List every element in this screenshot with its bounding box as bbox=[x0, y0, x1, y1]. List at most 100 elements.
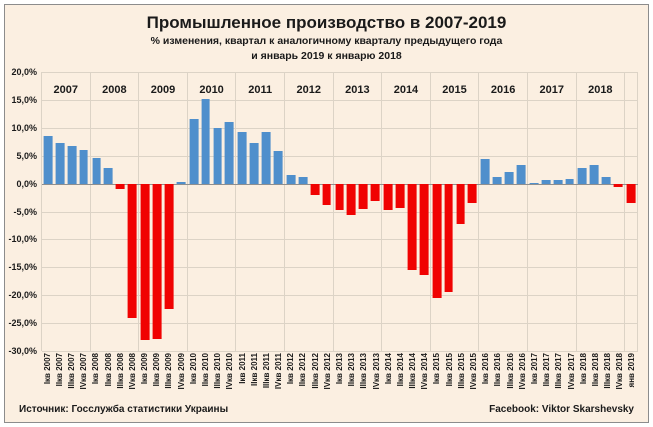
bar-slot bbox=[91, 72, 103, 351]
bar bbox=[43, 136, 53, 184]
year-label: 2015 bbox=[442, 84, 467, 96]
x-label-slot: IIкв 2007 bbox=[53, 353, 65, 401]
x-label-slot: IIIкв 2011 bbox=[260, 353, 272, 401]
x-label-slot: IIIкв 2017 bbox=[553, 353, 565, 401]
x-label-slot: IIкв 2012 bbox=[297, 353, 309, 401]
bar-slot bbox=[515, 72, 527, 351]
x-label-group: Iкв 2012 IIкв 2012 IIIкв 2012 IVкв 2012 bbox=[285, 353, 334, 401]
y-tick-label: 0,0% bbox=[16, 178, 37, 189]
bar bbox=[578, 168, 587, 184]
x-label-slot: Iкв 2012 bbox=[285, 353, 297, 401]
bar-slot bbox=[114, 72, 126, 351]
y-tick-label: 10,0% bbox=[11, 122, 37, 133]
chart-subtitle-line1: % изменения, квартал к аналогичному квар… bbox=[150, 35, 503, 47]
x-tick-label: Iкв 2015 bbox=[432, 353, 442, 385]
gridline bbox=[42, 267, 638, 269]
bar-slot bbox=[224, 72, 236, 351]
bar-slot bbox=[357, 72, 369, 351]
bar bbox=[92, 157, 101, 184]
x-tick-label: IIIкв 2009 bbox=[164, 353, 174, 389]
bar-slot bbox=[42, 72, 54, 351]
year-label: 2011 bbox=[248, 84, 273, 96]
x-label-slot: IVкв 2010 bbox=[224, 353, 236, 401]
x-tick-label: IIкв 2010 bbox=[200, 353, 210, 387]
bar-slot bbox=[466, 72, 478, 351]
x-label-slot: IIIкв 2016 bbox=[504, 353, 516, 401]
x-label-slot: Iкв 2008 bbox=[90, 353, 102, 401]
x-label-group: Iкв 2011 IIкв 2011 IIIкв 2011 IVкв 2011 bbox=[236, 353, 285, 401]
year-label: 2010 bbox=[199, 84, 224, 96]
x-tick-label: IVкв 2007 bbox=[79, 353, 89, 390]
x-label-group: Iкв 2018 IIкв 2018 IIIкв 2018 IVкв 2018 bbox=[577, 353, 626, 401]
x-tick-label: IIIкв 2015 bbox=[456, 353, 466, 389]
gridline bbox=[42, 127, 638, 129]
bar-slot bbox=[236, 72, 248, 351]
x-tick-label: IIкв 2007 bbox=[54, 353, 64, 387]
bar-slot bbox=[369, 72, 381, 351]
x-label-group: Iкв 2014 IIкв 2014 IIIкв 2014 IVкв 2014 bbox=[382, 353, 431, 401]
x-label-group: Iкв 2009 IIкв 2009 IIIкв 2009 IVкв 2009 bbox=[138, 353, 187, 401]
bar-slot bbox=[334, 72, 346, 351]
year-label: 2007 bbox=[53, 84, 79, 96]
x-tick-label: IVкв 2016 bbox=[517, 353, 527, 390]
bar bbox=[115, 183, 125, 190]
bar-slot bbox=[163, 72, 175, 351]
x-tick-label: IIIкв 2017 bbox=[554, 353, 564, 389]
bar-slot bbox=[54, 72, 66, 351]
bar bbox=[565, 178, 575, 184]
x-tick-label: IVкв 2017 bbox=[566, 353, 576, 390]
y-tick-label: -20,0% bbox=[8, 290, 37, 301]
bar bbox=[347, 183, 356, 215]
gridline bbox=[42, 295, 638, 297]
year-label: 2012 bbox=[296, 84, 321, 96]
x-tick-label: IVкв 2012 bbox=[322, 353, 332, 390]
bar-slot bbox=[479, 72, 491, 351]
bar bbox=[249, 143, 259, 184]
x-label-group: Iкв 2010 IIкв 2010 IIIкв 2010 IVкв 2010 bbox=[187, 353, 236, 401]
x-label-group: Iкв 2007 IIкв 2007 IIIкв 2007 IVкв 2007 bbox=[41, 353, 90, 401]
bar-slot bbox=[431, 72, 443, 351]
bar-slot bbox=[406, 72, 418, 351]
x-label-slot: IIIкв 2009 bbox=[163, 353, 175, 401]
bar-slot bbox=[175, 72, 187, 351]
y-tick-label: 20,0% bbox=[11, 67, 37, 77]
x-tick-label: Iкв 2011 bbox=[237, 353, 247, 384]
year-label: 2013 bbox=[345, 84, 370, 96]
bar-slot bbox=[151, 72, 163, 351]
x-label-slot: IIкв 2010 bbox=[199, 353, 211, 401]
x-tick-label: IIIкв 2008 bbox=[115, 353, 125, 389]
x-tick-label: IIкв 2015 bbox=[444, 353, 454, 387]
bar bbox=[310, 183, 320, 195]
x-label-slot: IIIкв 2015 bbox=[455, 353, 467, 401]
bar bbox=[237, 131, 247, 184]
chart-title: Промышленное производство в 2007-2019 bbox=[146, 13, 507, 32]
x-tick-label: IVкв 2015 bbox=[469, 353, 479, 390]
year-label: 2017 bbox=[539, 84, 564, 96]
x-label-slot: IIкв 2009 bbox=[151, 353, 163, 401]
x-tick-label: Iкв 2016 bbox=[481, 353, 491, 385]
x-tick-label: IVкв 2014 bbox=[420, 353, 430, 390]
bar-slot bbox=[564, 72, 576, 351]
bar bbox=[79, 150, 89, 184]
x-label-slot: Iкв 2015 bbox=[431, 353, 443, 401]
bar-slot bbox=[200, 72, 212, 351]
bar bbox=[152, 183, 162, 339]
x-tick-label: янв 2019 bbox=[627, 353, 637, 388]
x-axis-labels: Iкв 2007 IIкв 2007 IIIкв 2007 IVкв 2007 Iкв … bbox=[41, 353, 638, 401]
x-tick-label: IIIкв 2012 bbox=[310, 353, 320, 389]
bar-slot bbox=[103, 72, 115, 351]
x-label-slot: IIкв 2014 bbox=[394, 353, 406, 401]
bar-slot bbox=[443, 72, 455, 351]
x-label-slot: IVкв 2007 bbox=[78, 353, 90, 401]
bar-slot bbox=[455, 72, 467, 351]
x-label-slot: IVкв 2017 bbox=[565, 353, 577, 401]
x-label-group: янв 2019 bbox=[626, 353, 638, 401]
x-tick-label: IVкв 2013 bbox=[371, 353, 381, 390]
bar bbox=[140, 183, 150, 340]
bar-slot bbox=[66, 72, 78, 351]
bar bbox=[626, 183, 636, 204]
chart-subtitle-line2: и январь 2019 к январю 2018 bbox=[251, 50, 402, 62]
x-label-slot: Iкв 2009 bbox=[138, 353, 150, 401]
bar-slot bbox=[345, 72, 357, 351]
bar bbox=[322, 183, 332, 205]
